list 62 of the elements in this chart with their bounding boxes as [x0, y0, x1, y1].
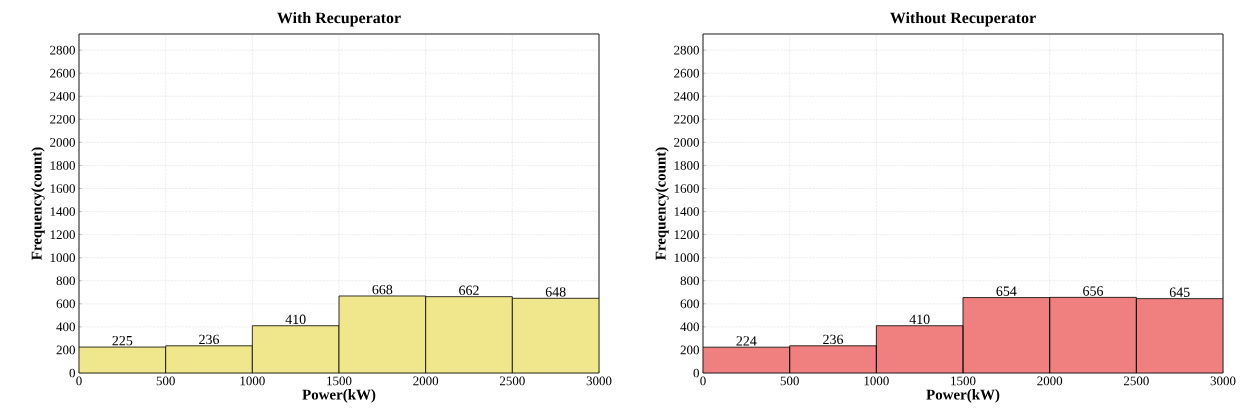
- y-tick-label: 2600: [674, 68, 699, 78]
- x-tick-label: 1500: [327, 376, 352, 386]
- y-tick-label: 400: [680, 322, 699, 332]
- x-tick-label: 0: [700, 376, 706, 386]
- x-tick-label: 1000: [240, 376, 265, 386]
- y-tick-label: 2200: [50, 114, 75, 124]
- y-tick-label: 1600: [674, 184, 699, 193]
- x-tick-label: 0: [76, 376, 82, 386]
- x-tick-label: 2500: [1123, 376, 1149, 386]
- y-tick-label: 400: [56, 322, 75, 332]
- x-tick-label: 3000: [586, 376, 612, 386]
- y-tick-label: 1000: [50, 253, 75, 263]
- data-label: 668: [372, 284, 393, 295]
- data-label: 662: [459, 285, 479, 295]
- chart-title: Without Recuperator: [890, 12, 1036, 27]
- y-tick-label: 2200: [674, 114, 699, 124]
- data-label: 410: [909, 314, 930, 325]
- y-tick-label: 800: [56, 276, 75, 286]
- y-tick-label: 1800: [674, 161, 699, 170]
- data-label: 648: [545, 287, 566, 297]
- y-tick-label: 1600: [50, 184, 75, 193]
- data-label: 236: [199, 334, 220, 345]
- y-tick-label: 0: [69, 368, 75, 378]
- y-tick-label: 200: [56, 345, 75, 355]
- y-axis-title: Frequency(count): [655, 147, 669, 260]
- y-tick-label: 1200: [50, 230, 75, 239]
- data-label: 225: [112, 335, 133, 346]
- y-tick-label: 2600: [50, 68, 75, 78]
- y-axis-title: Frequency(count): [31, 147, 45, 260]
- data-label: 656: [1083, 286, 1104, 296]
- data-label: 410: [285, 314, 306, 325]
- y-tick-label: 1000: [674, 253, 699, 263]
- y-tick-label: 0: [693, 368, 699, 378]
- x-tick-label: 500: [780, 376, 799, 386]
- y-tick-label: 1400: [50, 207, 75, 216]
- x-axis-title: Power(kW): [302, 389, 376, 403]
- x-axis-title: Power(kW): [926, 389, 1000, 403]
- data-label: 236: [823, 334, 844, 345]
- x-tick-label: 2000: [1037, 376, 1063, 386]
- x-tick-label: 2500: [499, 376, 525, 386]
- x-tick-label: 1500: [951, 376, 976, 386]
- chart-title: With Recuperator: [277, 12, 401, 27]
- x-tick-label: 1000: [864, 376, 889, 386]
- y-tick-label: 1200: [674, 230, 699, 239]
- y-tick-label: 2000: [50, 138, 75, 147]
- y-tick-label: 2000: [674, 138, 699, 147]
- y-tick-label: 800: [680, 276, 699, 286]
- y-tick-label: 600: [56, 299, 75, 309]
- x-tick-label: 500: [156, 376, 175, 386]
- y-tick-label: 2400: [50, 91, 75, 101]
- y-tick-label: 1400: [674, 207, 699, 216]
- data-label: 645: [1169, 287, 1190, 297]
- x-tick-label: 3000: [1210, 376, 1236, 386]
- y-tick-label: 2400: [674, 91, 699, 101]
- data-label: 224: [736, 336, 757, 346]
- data-label: 654: [996, 286, 1017, 296]
- x-tick-label: 2000: [413, 376, 439, 386]
- y-tick-label: 200: [680, 345, 699, 355]
- y-tick-label: 2800: [50, 45, 75, 55]
- y-tick-label: 600: [680, 299, 699, 309]
- y-tick-label: 2800: [674, 45, 699, 55]
- y-tick-label: 1800: [50, 161, 75, 170]
